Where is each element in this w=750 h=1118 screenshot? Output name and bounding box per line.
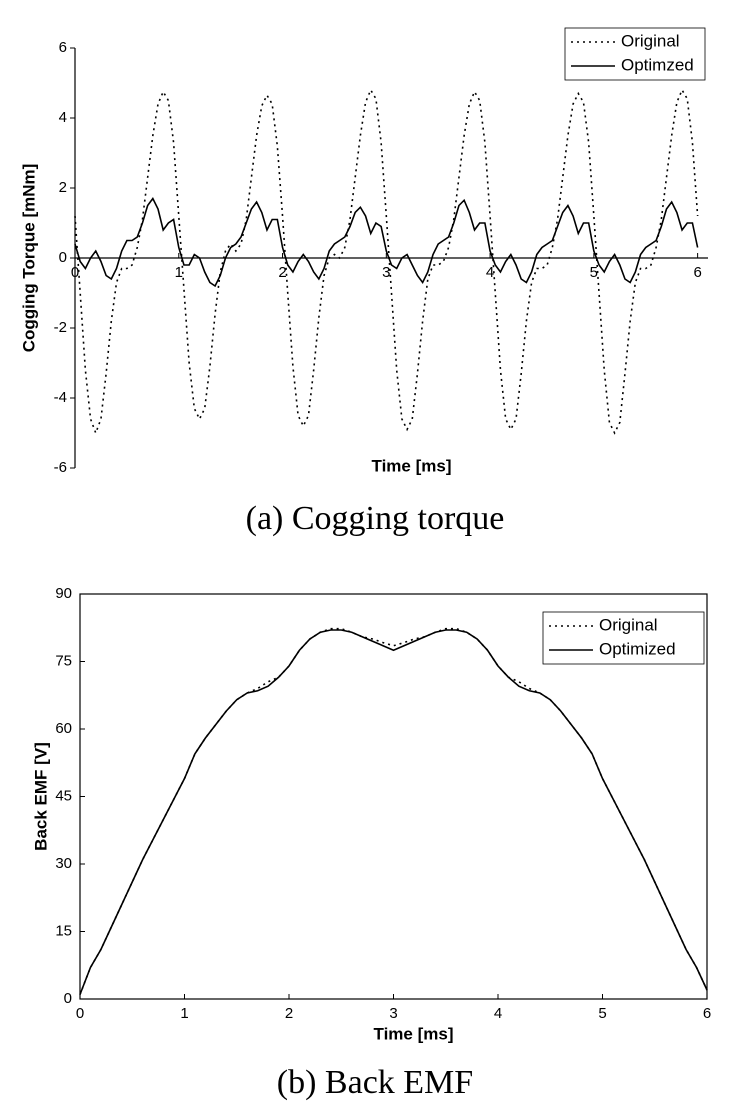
y-tick-label: 90	[55, 585, 72, 602]
x-tick-label: 1	[180, 1005, 188, 1022]
x-tick-label: 3	[382, 264, 390, 281]
y-tick-label: 0	[59, 249, 67, 266]
x-tick-label: 0	[76, 1005, 84, 1022]
legend-box	[542, 611, 705, 665]
legend-label: Original	[599, 615, 658, 634]
legend-label: Optimzed	[621, 55, 694, 74]
x-tick-label: 2	[285, 1005, 293, 1022]
x-tick-label: 5	[598, 1005, 606, 1022]
y-tick-label: 30	[55, 855, 72, 872]
x-tick-label: 4	[494, 1005, 502, 1022]
x-tick-label: 0	[71, 264, 79, 281]
y-tick-label: 60	[55, 720, 72, 737]
x-tick-label: 6	[693, 264, 701, 281]
legend-label: Optimized	[599, 639, 676, 658]
y-tick-label: 15	[55, 922, 72, 939]
y-tick-label: 75	[55, 652, 72, 669]
x-tick-label: 1	[175, 264, 183, 281]
data-line	[74, 88, 699, 436]
data-line	[79, 629, 708, 995]
y-tick-label: 0	[64, 990, 72, 1007]
x-tick-label: 4	[486, 264, 494, 281]
y-tick-label: 4	[59, 109, 67, 126]
x-tick-label: 5	[590, 264, 598, 281]
x-axis-label: Time [ms]	[372, 456, 452, 475]
x-tick-label: 3	[389, 1005, 397, 1022]
y-tick-label: -4	[54, 389, 67, 406]
legend-label: Original	[621, 31, 680, 50]
y-tick-label: 6	[59, 39, 67, 56]
y-axis-label: Back EMF [V]	[31, 742, 50, 851]
caption: (b) Back EMF	[277, 1064, 473, 1101]
caption: (a) Cogging torque	[246, 500, 505, 537]
legend-box	[564, 27, 706, 81]
data-line	[74, 196, 699, 288]
y-tick-label: -6	[54, 459, 67, 476]
x-tick-label: 6	[703, 1005, 711, 1022]
y-tick-label: 45	[55, 787, 72, 804]
x-axis-label: Time [ms]	[374, 1024, 454, 1043]
y-axis-label: Cogging Torque [mNm]	[19, 164, 38, 353]
y-tick-label: -2	[54, 319, 67, 336]
x-tick-label: 2	[278, 264, 286, 281]
data-line	[79, 627, 708, 995]
y-tick-label: 2	[59, 179, 67, 196]
